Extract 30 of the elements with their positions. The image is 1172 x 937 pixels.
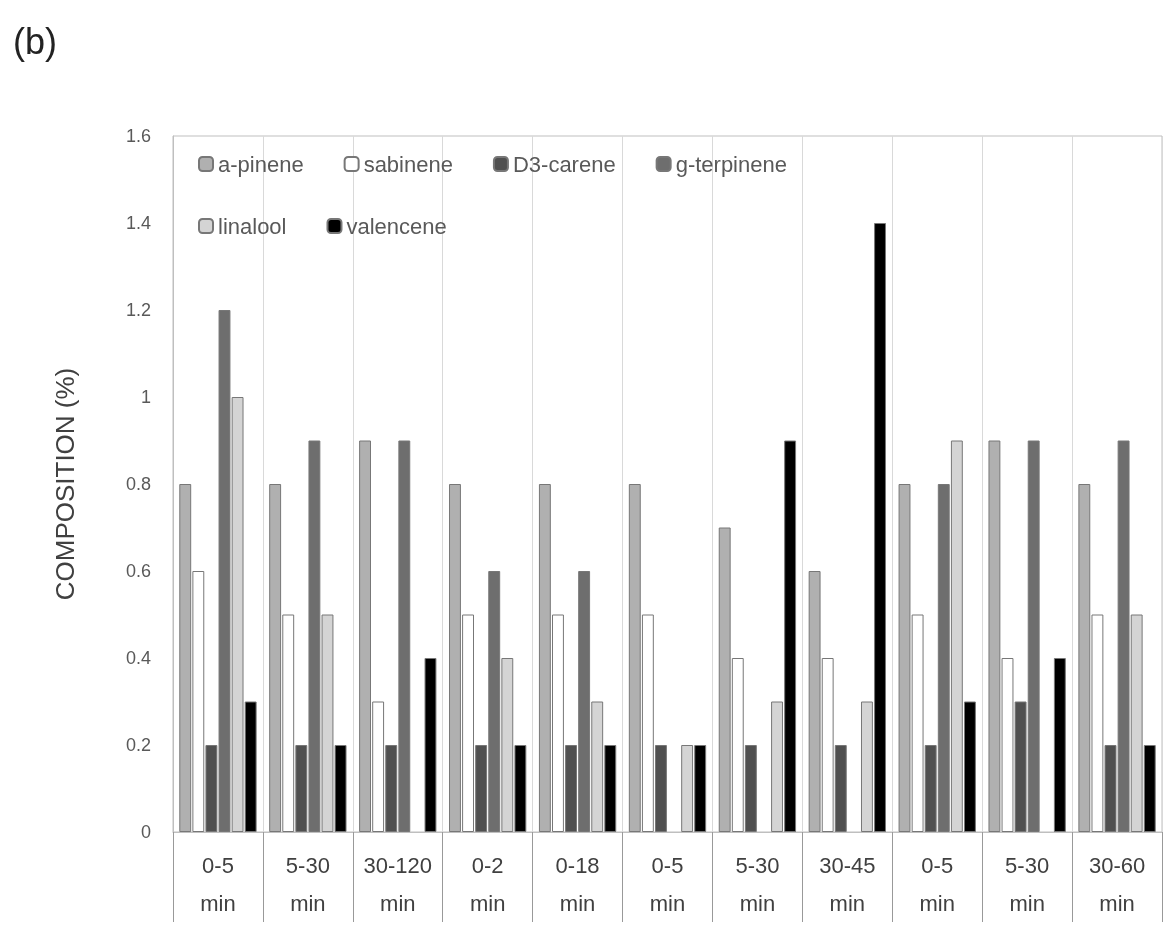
x-tick-label: 5-30 min <box>285 852 330 916</box>
x-tick-label: 30-60 min <box>1088 852 1146 916</box>
y-tick-label: 1 <box>140 387 151 407</box>
x-tick-label: 0-5 min <box>919 852 955 916</box>
x-tick-label: 5-30 min <box>735 852 780 916</box>
legend-label: g-terpinene <box>675 151 787 177</box>
x-tick-label: 0-2 min <box>469 852 506 916</box>
bar <box>424 658 437 832</box>
y-tick-label: 1.2 <box>125 300 151 320</box>
legend-label: valencene <box>346 213 447 239</box>
y-axis-title: COMPOSITION (%) <box>50 367 80 601</box>
chart-title: (b) <box>13 20 57 62</box>
y-tick-label: 0.4 <box>125 648 151 668</box>
x-tick-label: 30-120 min <box>363 852 433 916</box>
y-tick-label: 0.2 <box>125 735 151 755</box>
legend-label: sabinene <box>363 151 453 177</box>
legend-label: D3-carene <box>512 151 616 177</box>
x-tick-label: 5-30 min <box>1005 852 1050 916</box>
y-tick-label: 0.8 <box>125 474 151 494</box>
legend-label: linalool <box>218 213 287 239</box>
y-tick-label: 1.6 <box>125 126 151 146</box>
y-tick-label: 0.6 <box>125 561 151 581</box>
bar <box>1053 658 1066 832</box>
y-tick-label: 0 <box>140 822 151 842</box>
x-tick-label: 0-5 min <box>649 852 686 916</box>
legend-label: a-pinene <box>218 151 304 177</box>
x-tick-label: 0-5 min <box>200 852 236 916</box>
x-tick-label: 0-18 min <box>555 852 600 916</box>
x-tick-label: 30-45 min <box>819 852 876 916</box>
y-tick-label: 1.4 <box>125 213 151 233</box>
